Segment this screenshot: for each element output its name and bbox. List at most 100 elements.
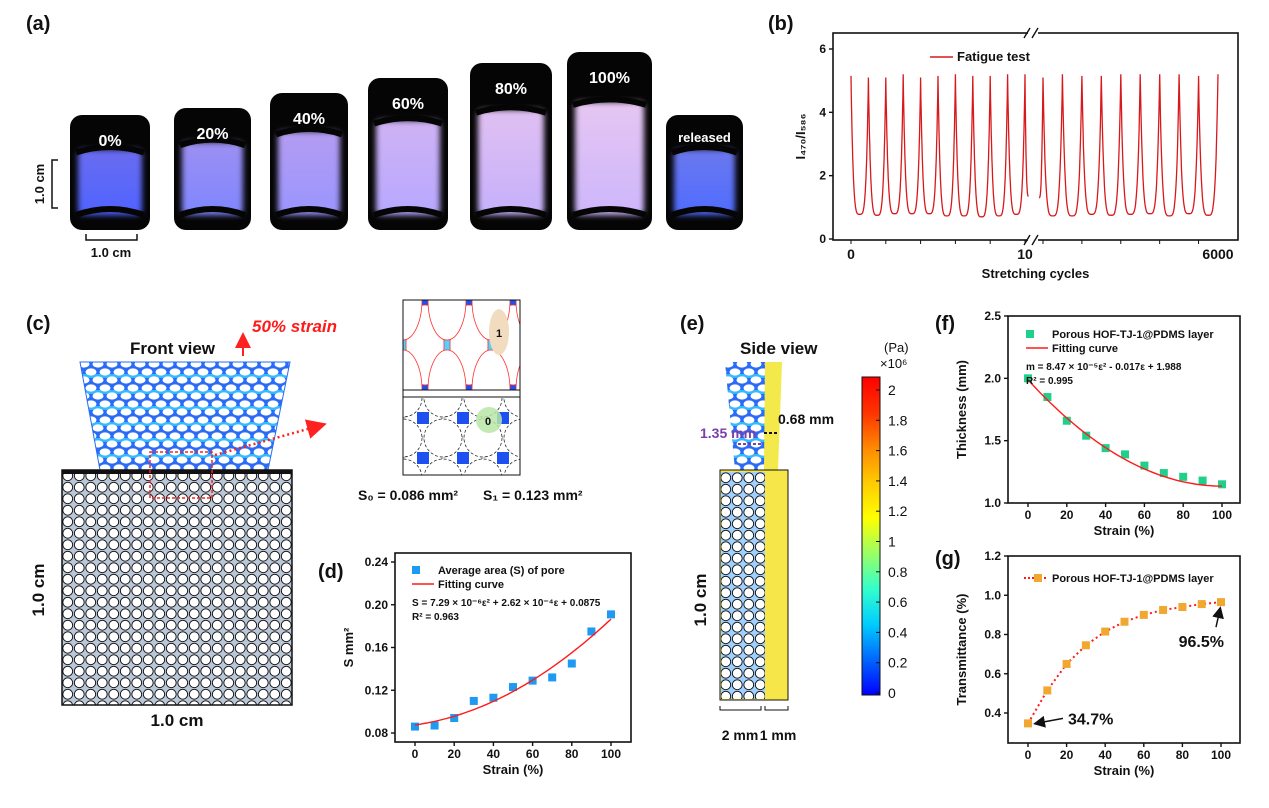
y-tick-label: 6 [819,42,826,56]
width-porous-label: 2 mm [722,727,759,743]
y-tick-label: 0.4 [984,706,1001,720]
panel-label-f: (f) [935,313,955,335]
luminescent-film [478,109,544,215]
axis-break-icon [1023,234,1039,246]
film-edge [275,125,343,138]
model-top-edge [62,470,292,474]
y-axis-label: Thickness (mm) [954,360,969,459]
y-tick-label: 0.24 [365,555,389,569]
panel-label-d: (d) [318,561,344,583]
strain-label: 80% [495,81,527,98]
pore-1-highlight [489,309,509,355]
data-point [567,659,576,668]
film-edge [572,206,647,218]
colorbar-unit: (Pa) [884,340,909,355]
r-squared: R² = 0.995 [1026,376,1073,387]
y-tick-label: 2.5 [984,309,1001,323]
x-tick-label: 20 [448,747,462,761]
pore-inset: 1 0 S₀ = 0.086 mm² S₁ = 0.123 mm² [358,299,583,503]
fit-equation: m = 8.47 × 10⁻⁵ε² - 0.017ε + 1.988 [1026,362,1182,373]
x-tick-label: 40 [1099,508,1113,522]
plot-frame [1007,555,1241,744]
annotation-label: 34.7% [1068,711,1113,728]
film-edge [274,206,344,218]
data-point [450,714,459,723]
luminescent-film [575,101,644,215]
s0-label: S₀ = 0.086 mm² [358,487,458,503]
scale-label-horizontal: 1.0 cm [91,245,131,260]
data-point [1081,641,1090,650]
y-tick-label: 1.0 [984,496,1001,510]
data-point [1217,598,1225,607]
data-point [1120,617,1129,626]
x-tick-label: 60 [1138,508,1152,522]
dim-porous-label: 1.35 mm [700,425,756,441]
data-point [411,722,419,731]
strain-label: released [678,130,731,145]
panel-label-e: (e) [680,313,704,335]
sample-photo: 0% [70,115,150,230]
y-tick-label: 0 [819,232,826,246]
data-point [1140,461,1149,470]
film-edge [670,206,739,218]
x-axis-label: Stretching cycles [982,266,1090,281]
legend-marker [1034,574,1042,582]
panel-label-a: (a) [26,13,50,35]
inset-frame [402,299,521,476]
data-point [1218,480,1226,489]
stretched-model [79,361,291,471]
luminescent-film [674,149,735,215]
colorbar-tick-label: 0.6 [888,594,908,610]
x-tick-label: 100 [1211,748,1231,762]
zoom-arrow-icon [214,419,327,457]
y-tick-label: 0.12 [365,683,389,697]
colorbar-tick-label: 1.2 [888,503,908,519]
colorbar-multiplier: ×10⁶ [880,356,907,371]
data-point [509,683,517,692]
y-tick-label: 2.0 [984,371,1001,385]
film-edge [572,96,647,108]
y-tick-label: 0.6 [984,667,1001,681]
annotation-arrow-icon [1033,715,1064,728]
side-stretched-porous [725,362,765,470]
film-edge [75,144,145,156]
data-point [1101,627,1110,636]
scale-bar-horizontal: 1.0 cm [85,234,138,260]
chart-g: 0.4 0.6 0.8 1.0 1.2 Transmittance (%) Strain (… [954,549,1241,778]
stress-colorbar: (Pa) ×10⁶ 0 0.2 0.4 0.6 0.8 1 1.2 1.4 1.6 1.8 2 [861,340,909,701]
axis-break [1028,236,1038,244]
scale-bar-vertical: 1.0 cm [32,159,58,209]
sample-photo: released [666,115,743,230]
panel-label-g: (g) [935,548,961,570]
colorbar-tick-label: 0 [888,685,896,701]
data-point [1024,719,1032,728]
pore-0-highlight [476,407,502,433]
data-point [587,627,596,636]
colorbar-tick-label: 1.4 [888,473,908,489]
plot-frame [1007,315,1241,504]
colorbar-tick-label: 0.8 [888,564,908,580]
x-tick-label: 0 [412,747,419,761]
strain-label: 40% [293,111,325,128]
dim-solid-label: 0.68 mm [778,411,834,427]
strain-label: 50% strain [252,317,337,336]
s1-label: S₁ = 0.123 mm² [483,487,583,503]
y-tick-label: 4 [819,105,826,119]
strain-label: 20% [196,126,228,143]
x-tick-label: 100 [1212,508,1232,522]
film-edge [75,206,145,218]
axis-break-icon [1023,27,1039,39]
y-tick-label: 0.16 [365,641,389,655]
data-point [1139,610,1148,619]
x-tick-label: 60 [1137,748,1151,762]
pore-1-label: 1 [496,328,502,340]
x-tick-label: 80 [1176,748,1190,762]
x-tick-label: 100 [601,747,621,761]
y-tick-label: 2 [819,169,826,183]
data-point [1082,431,1091,440]
panel-label-b: (b) [768,13,794,35]
film-edge [475,104,547,116]
fitting-curve [414,618,612,726]
width-label: 1.0 cm [151,711,204,730]
colorbar-tick-label: 0.2 [888,655,908,671]
